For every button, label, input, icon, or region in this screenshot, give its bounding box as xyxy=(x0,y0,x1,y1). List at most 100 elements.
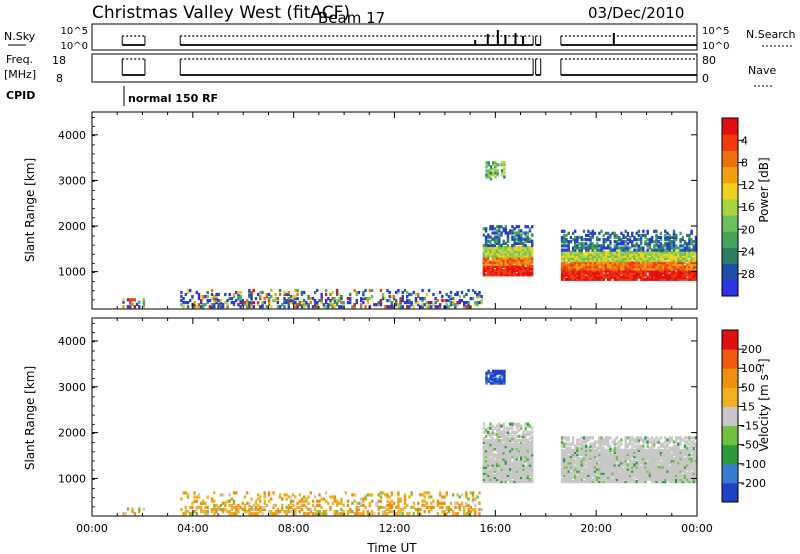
velocity-cell xyxy=(591,465,594,469)
power-cell xyxy=(274,299,277,303)
power-cell xyxy=(390,303,394,307)
power-cell xyxy=(593,244,597,248)
velocity-cell xyxy=(397,497,400,501)
velocity-cell xyxy=(511,451,514,455)
power-cell xyxy=(642,250,645,254)
velocity-cell xyxy=(261,507,264,512)
velocity-cell xyxy=(644,461,647,465)
velocity-cell xyxy=(485,371,488,375)
power-cell xyxy=(122,300,125,304)
power-cell xyxy=(692,269,695,273)
velocity-cell xyxy=(609,475,612,479)
velocity-cell xyxy=(677,477,680,482)
power-cell xyxy=(650,248,654,252)
velocity-cell xyxy=(489,373,493,377)
power-cell xyxy=(600,261,603,265)
power-cell xyxy=(180,290,183,295)
power-cell xyxy=(642,269,645,273)
velocity-cell xyxy=(491,447,494,451)
velocity-cell xyxy=(349,507,352,512)
velocity-cell xyxy=(489,445,492,449)
power-cell xyxy=(659,263,663,267)
power-cell xyxy=(578,248,581,252)
velocity-cell xyxy=(522,480,525,484)
velocity-cell xyxy=(569,467,573,471)
power-cell xyxy=(478,295,481,299)
power-cell xyxy=(571,250,575,254)
velocity-cell xyxy=(526,432,529,436)
velocity-cell xyxy=(646,444,649,448)
power-cell xyxy=(511,225,514,229)
velocity-cell xyxy=(496,379,499,383)
power-cell xyxy=(692,240,695,244)
velocity-cell xyxy=(465,503,468,507)
velocity-cell xyxy=(661,455,665,459)
power-cell xyxy=(653,273,656,277)
velocity-cell xyxy=(688,473,691,477)
power-cell xyxy=(657,258,660,263)
power-cell xyxy=(305,301,308,305)
velocity-cell xyxy=(675,457,678,461)
power-cell xyxy=(585,238,588,242)
velocity-cell xyxy=(491,455,494,459)
power-cell xyxy=(661,263,665,267)
velocity-cell xyxy=(189,505,192,509)
velocity-cell xyxy=(388,495,391,499)
velocity-cell xyxy=(506,471,510,475)
velocity-cell xyxy=(511,455,514,459)
velocity-cell xyxy=(460,501,464,505)
power-cell xyxy=(591,263,594,267)
power-cell xyxy=(560,250,564,254)
velocity-cell xyxy=(593,442,597,446)
velocity-cell xyxy=(333,497,337,501)
power-cell xyxy=(335,292,339,297)
power-cell xyxy=(142,298,146,302)
power-cell xyxy=(574,261,577,265)
power-cell xyxy=(620,252,623,256)
velocity-cell xyxy=(642,463,645,467)
power-cell xyxy=(504,273,507,277)
power-cell xyxy=(622,267,625,271)
velocity-cell xyxy=(509,453,512,457)
power-cell xyxy=(491,227,494,231)
velocity-cell xyxy=(626,455,630,459)
velocity-cell xyxy=(622,471,625,475)
power-colorbar-swatch-1 xyxy=(722,263,738,281)
power-cell xyxy=(417,295,420,299)
velocity-cell xyxy=(644,450,647,454)
velocity-cell xyxy=(618,467,621,471)
velocity-cell xyxy=(593,463,597,467)
velocity-cell xyxy=(528,465,532,469)
velocity-cell xyxy=(670,438,674,442)
power-cell xyxy=(500,169,504,173)
power-cell xyxy=(142,305,146,309)
power-cell xyxy=(563,242,566,246)
velocity-cell xyxy=(410,505,413,509)
power-cell xyxy=(607,238,610,242)
power-cell xyxy=(327,303,330,307)
velocity-cell xyxy=(607,461,610,465)
velocity-cell xyxy=(355,505,358,509)
velocity-cell xyxy=(254,505,258,509)
power-cell xyxy=(639,256,643,260)
velocity-cell xyxy=(482,457,486,461)
power-cell xyxy=(569,252,573,256)
power-cell xyxy=(653,261,656,265)
power-cell xyxy=(607,269,610,273)
velocity-cell xyxy=(569,477,573,482)
power-cell xyxy=(683,242,687,246)
velocity-cell xyxy=(230,512,233,516)
velocity-cell xyxy=(515,430,518,434)
power-cell xyxy=(646,238,649,242)
power-cell xyxy=(609,248,612,252)
power-cell xyxy=(478,292,481,297)
power-cell xyxy=(563,265,566,269)
power-cell xyxy=(683,273,687,277)
velocity-cell xyxy=(604,461,608,465)
power-cell xyxy=(364,305,367,309)
power-cell xyxy=(668,261,671,265)
power-cell xyxy=(659,238,663,242)
power-cell xyxy=(602,246,605,250)
power-cell xyxy=(688,250,691,254)
velocity-cell xyxy=(657,448,660,452)
